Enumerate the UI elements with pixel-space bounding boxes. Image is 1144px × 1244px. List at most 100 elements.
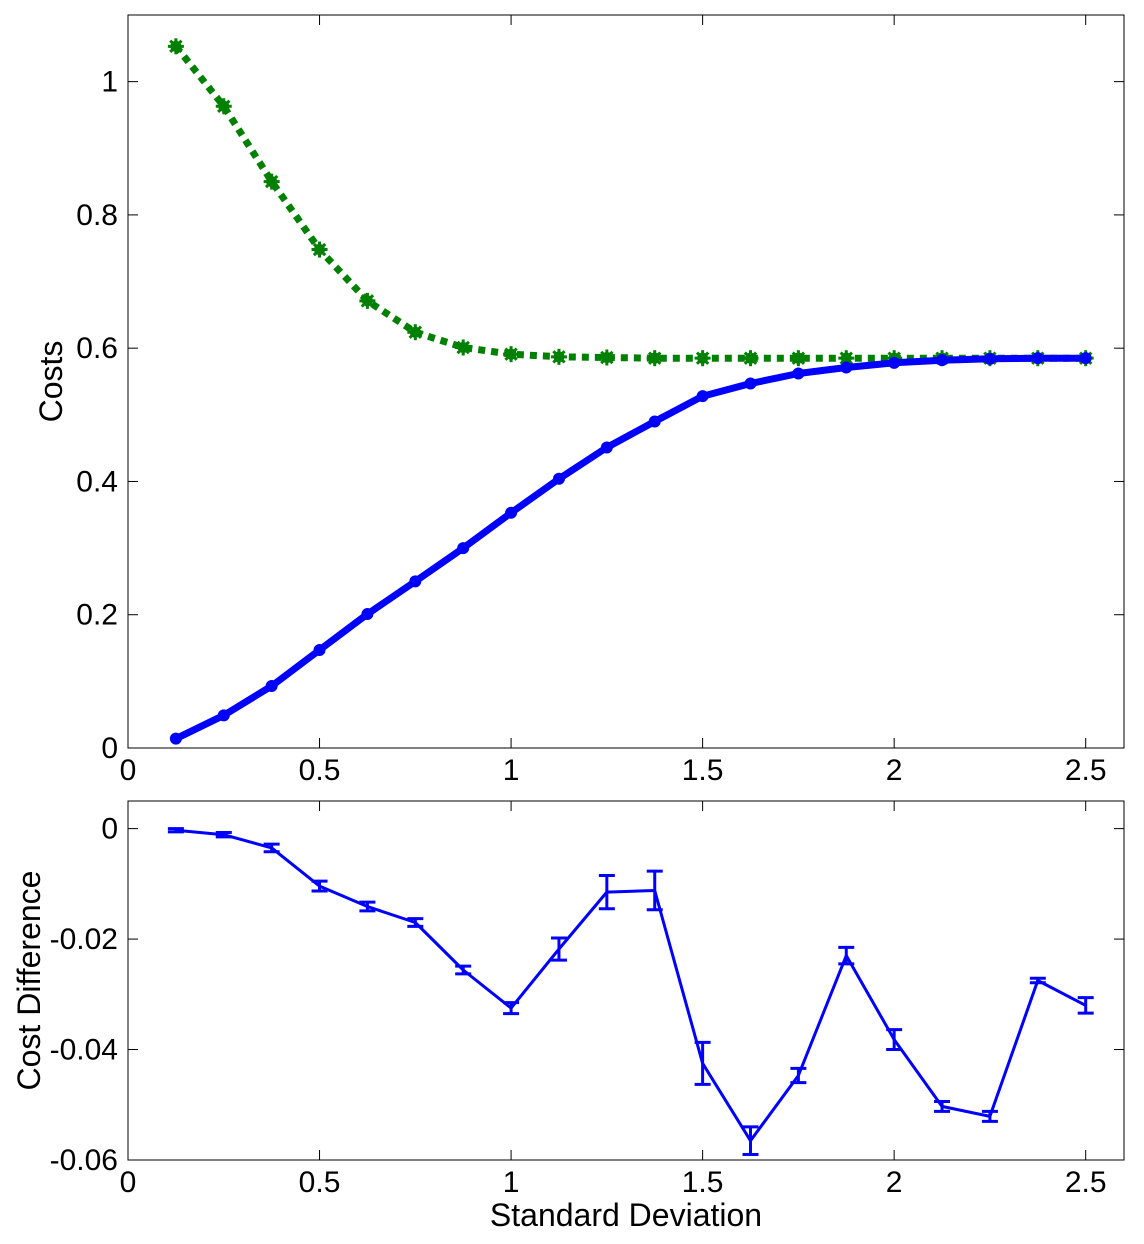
data-point [983,352,996,365]
data-point [505,506,518,519]
y-tick-label: 1 [101,66,118,99]
error-bar [1029,976,1046,985]
data-point [503,346,520,363]
x-tick-label: 1 [503,754,520,787]
data-point-star [743,351,758,365]
error-bar [263,842,280,854]
error-bar [934,1099,951,1113]
data-point [888,356,901,369]
error-bar [694,1040,711,1086]
data-point [1031,352,1044,365]
x-tick-label: 0 [120,1166,137,1199]
data-point [311,241,328,258]
data-point [552,472,565,485]
data-point [838,350,855,367]
error-bar [1077,996,1094,1015]
data-point [600,441,613,454]
x-tick-label: 2 [886,1166,903,1199]
x-tick-label: 1.5 [682,1166,724,1199]
y-tick-label: 0.2 [76,599,118,632]
data-point [840,361,853,374]
y-axis-label: Cost Difference [11,871,47,1091]
x-tick-label: 0.5 [299,1166,341,1199]
plot-frame [127,800,1125,1161]
data-point-star [600,350,614,365]
data-point-star [791,351,806,365]
error-bar [550,936,567,962]
data-point [742,350,759,367]
data-point-star [312,242,327,257]
data-point [167,38,184,55]
data-point [457,542,470,555]
error-bar [742,1125,759,1156]
x-tick-label: 2.5 [1065,1166,1107,1199]
y-tick-label: 0 [101,813,118,846]
x-tick-label: 0.5 [299,754,341,787]
data-point [1079,352,1092,365]
y-tick-label: 0.4 [76,465,118,498]
data-point [215,98,232,115]
data-point-star [504,347,518,361]
series-line-0 [175,828,1087,1143]
y-tick-label: 0.6 [76,332,118,365]
data-point-star [839,351,853,365]
error-bar [838,945,855,966]
data-point-star [360,294,375,308]
data-point-star [552,350,566,364]
data-point [744,377,757,390]
y-tick-label: -0.02 [50,923,118,956]
data-point [936,354,949,367]
error-bar [407,917,424,928]
data-point-star [217,99,231,114]
data-point [313,644,326,657]
error-bar [167,827,184,834]
error-bar [790,1066,807,1085]
data-point [550,348,567,365]
series-line-0 [173,44,1086,362]
data-point-star [695,351,710,365]
data-point [455,339,472,356]
data-point [263,173,280,190]
x-tick-label: 1 [503,1166,520,1199]
data-point [265,680,278,693]
y-tick-label: 0.8 [76,199,118,232]
data-point [694,350,711,367]
data-point [409,575,422,588]
series-line-1 [174,354,1086,742]
data-point [407,324,424,341]
y-tick-label: 0 [101,732,118,765]
x-tick-label: 2.5 [1065,754,1107,787]
data-point [217,709,230,722]
data-point [598,349,615,366]
x-axis-label: Standard Deviation [490,1197,762,1233]
error-bar [646,869,663,912]
data-point-star [456,340,470,355]
data-point [648,415,661,428]
error-bar [215,830,232,839]
data-point [696,390,709,403]
y-tick-label: -0.04 [50,1034,118,1067]
error-bar [886,1028,903,1052]
error-bar [359,900,376,913]
data-point [792,367,805,380]
data-point-star [264,174,279,189]
error-bar [455,964,472,976]
data-point [790,350,807,367]
error-bar [981,1109,998,1123]
data-point [646,350,663,367]
x-tick-label: 0 [120,754,137,787]
y-axis-label: Costs [33,341,69,423]
error-bar [311,879,328,893]
x-tick-label: 2 [886,754,903,787]
data-point-star [169,39,183,54]
x-tick-label: 1.5 [682,754,724,787]
error-bar [598,874,615,911]
data-point [361,608,374,621]
data-point [359,292,376,309]
data-point [169,732,182,745]
data-point-star [408,325,423,339]
y-tick-label: -0.06 [50,1144,118,1177]
plot-frame [127,14,1125,749]
error-bar [503,1001,520,1016]
